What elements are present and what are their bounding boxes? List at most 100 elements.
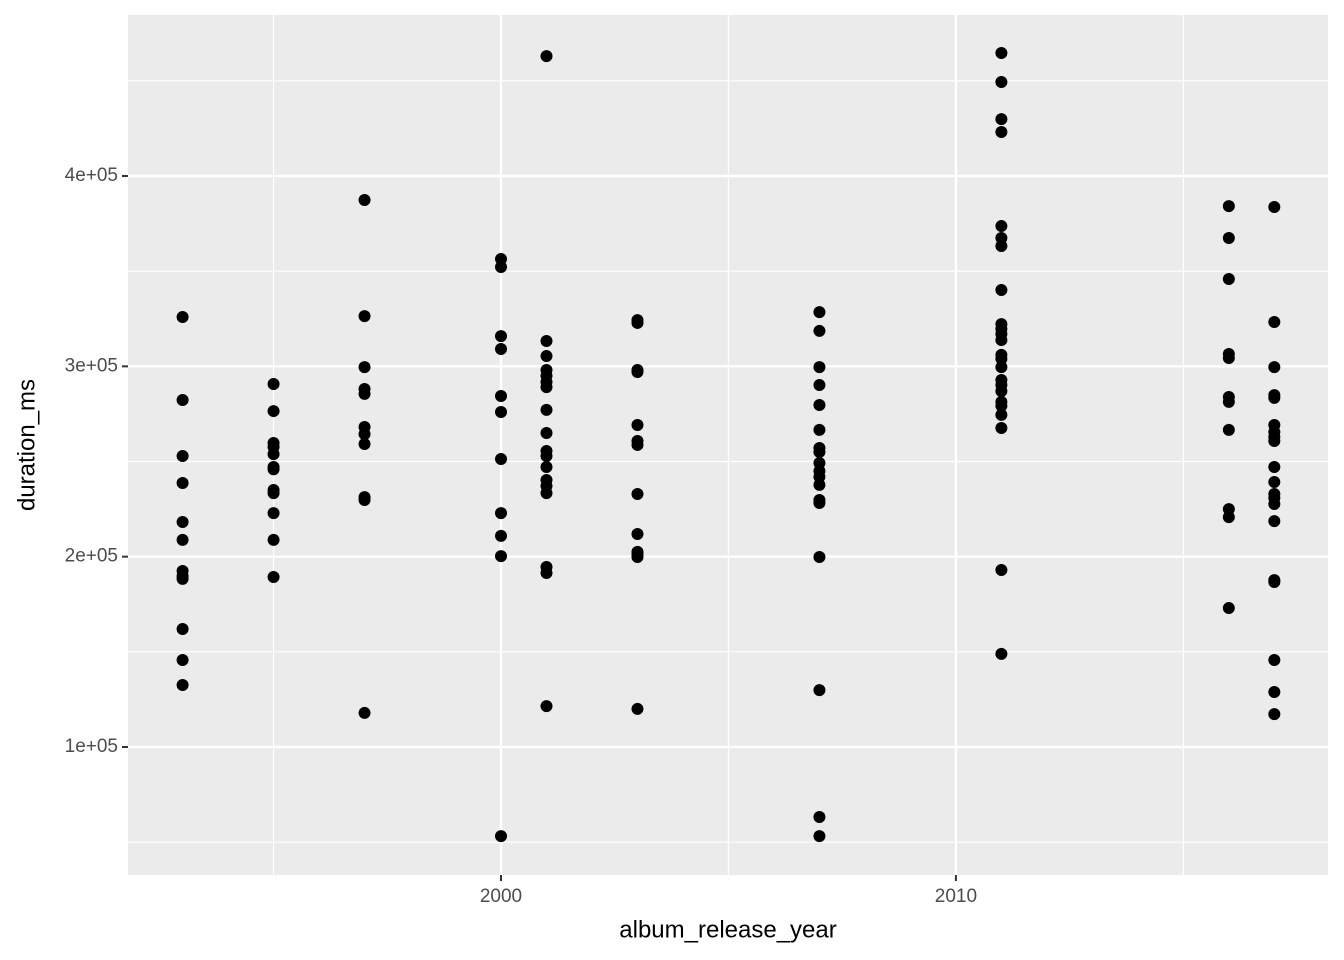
- point: [1268, 515, 1281, 528]
- point: [1268, 461, 1281, 474]
- point: [995, 126, 1008, 139]
- point: [1268, 654, 1281, 667]
- point: [813, 361, 826, 374]
- point: [176, 477, 189, 490]
- point: [813, 306, 826, 319]
- point: [176, 533, 189, 546]
- point: [176, 449, 189, 462]
- point: [1268, 315, 1281, 328]
- point: [995, 563, 1008, 576]
- point: [540, 567, 553, 580]
- point: [1222, 395, 1235, 408]
- point: [176, 516, 189, 529]
- point: [540, 461, 553, 474]
- point: [1222, 511, 1235, 524]
- grid: [128, 15, 1328, 875]
- point: [267, 507, 280, 520]
- point: [1268, 434, 1281, 447]
- point: [267, 487, 280, 500]
- point: [995, 220, 1008, 233]
- point: [540, 335, 553, 348]
- point: [1268, 575, 1281, 588]
- point: [631, 438, 644, 451]
- point: [995, 361, 1008, 374]
- point: [176, 572, 189, 585]
- point: [495, 507, 508, 520]
- point: [540, 381, 553, 394]
- point: [540, 487, 553, 500]
- point: [813, 398, 826, 411]
- point: [540, 426, 553, 439]
- point: [1222, 272, 1235, 285]
- point: [631, 316, 644, 329]
- point: [631, 418, 644, 431]
- point: [995, 75, 1008, 88]
- point: [995, 408, 1008, 421]
- point: [176, 311, 189, 324]
- point: [495, 830, 508, 843]
- point: [1268, 391, 1281, 404]
- point: [176, 654, 189, 667]
- point: [813, 830, 826, 843]
- point: [1268, 497, 1281, 510]
- point: [631, 528, 644, 541]
- point: [358, 706, 371, 719]
- point: [813, 324, 826, 337]
- point: [995, 422, 1008, 435]
- point: [631, 702, 644, 715]
- point: [267, 463, 280, 476]
- point: [176, 678, 189, 691]
- point: [495, 453, 508, 466]
- point: [995, 647, 1008, 660]
- point: [813, 378, 826, 391]
- point: [540, 350, 553, 363]
- point: [540, 403, 553, 416]
- point: [495, 343, 508, 356]
- point: [1268, 685, 1281, 698]
- point: [358, 493, 371, 506]
- point: [813, 496, 826, 509]
- point: [813, 445, 826, 458]
- point: [631, 366, 644, 379]
- point: [495, 390, 508, 403]
- point: [495, 330, 508, 343]
- point: [1222, 351, 1235, 364]
- point: [540, 50, 553, 63]
- point: [358, 428, 371, 441]
- point: [995, 284, 1008, 297]
- point: [813, 478, 826, 491]
- point: [813, 811, 826, 824]
- point: [540, 449, 553, 462]
- point: [495, 550, 508, 563]
- point: [358, 361, 371, 374]
- point: [1268, 708, 1281, 721]
- point: [813, 551, 826, 564]
- point: [1268, 361, 1281, 374]
- x-tick-label: 2010: [935, 886, 977, 907]
- y-axis-title: duration_ms: [13, 379, 40, 511]
- point: [995, 385, 1008, 398]
- point: [995, 399, 1008, 412]
- point: [1268, 476, 1281, 489]
- point: [267, 571, 280, 584]
- point: [631, 488, 644, 501]
- point: [267, 405, 280, 418]
- x-axis-title: album_release_year: [619, 916, 836, 943]
- point: [1222, 200, 1235, 213]
- point: [358, 387, 371, 400]
- point: [267, 533, 280, 546]
- point: [995, 113, 1008, 126]
- point: [1222, 232, 1235, 245]
- point: [631, 551, 644, 564]
- point: [540, 700, 553, 713]
- point: [1222, 423, 1235, 436]
- point: [995, 47, 1008, 60]
- point: [995, 240, 1008, 253]
- point: [358, 193, 371, 206]
- y-tick-label: 3e+05: [65, 355, 118, 376]
- point: [495, 529, 508, 542]
- points: [176, 47, 1281, 843]
- y-tick-label: 1e+05: [65, 736, 118, 757]
- point: [813, 423, 826, 436]
